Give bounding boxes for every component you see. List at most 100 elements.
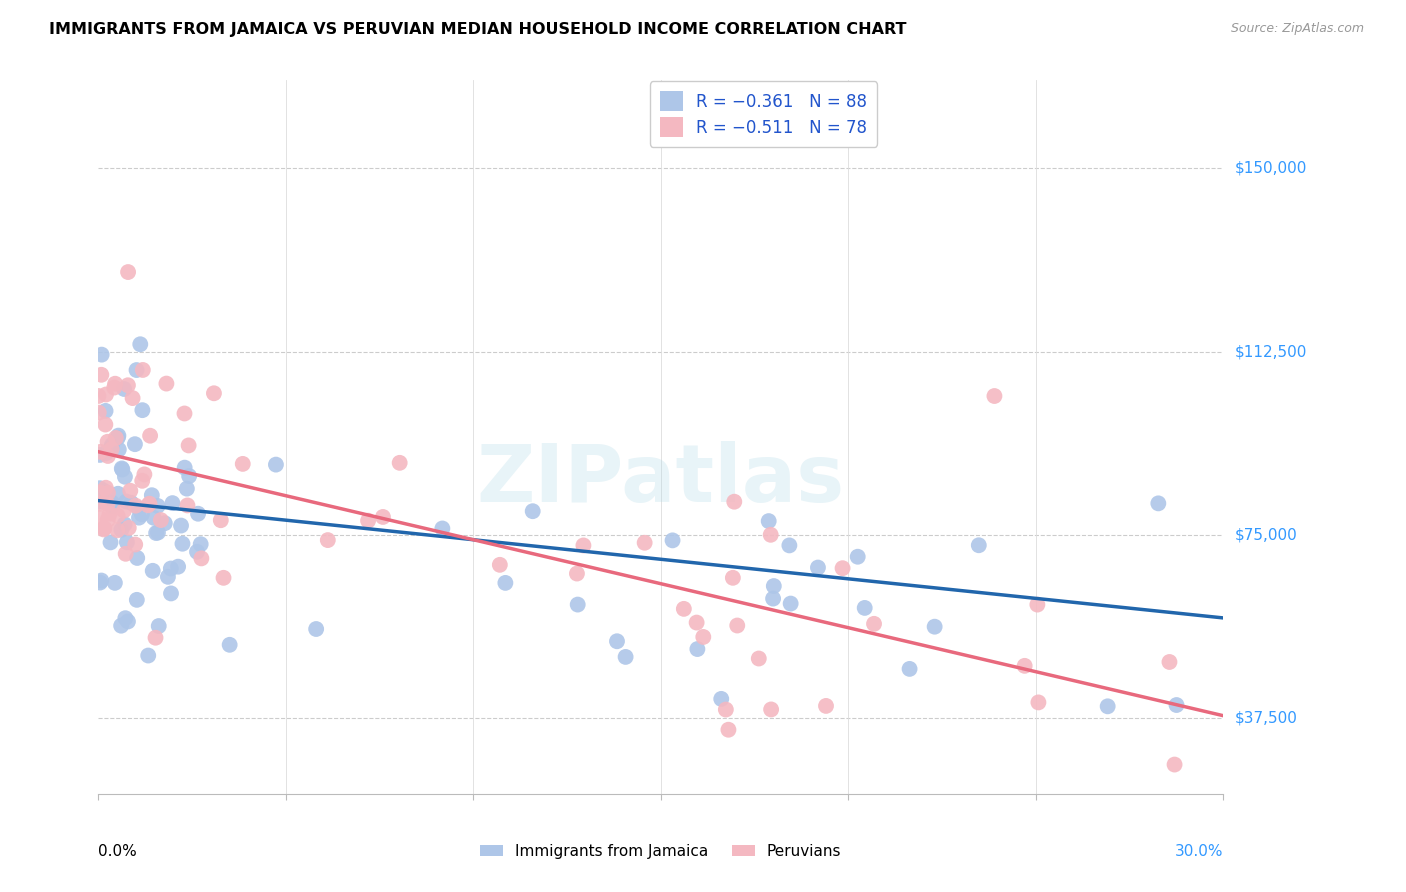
Point	[179, 469, 201, 483]
Point	[187, 507, 209, 521]
Point	[97, 486, 120, 500]
Point	[127, 551, 149, 566]
Text: 0.0%: 0.0%	[98, 844, 138, 859]
Point	[94, 481, 117, 495]
Point	[863, 616, 886, 631]
Legend: Immigrants from Jamaica, Peruvians: Immigrants from Jamaica, Peruvians	[474, 838, 848, 864]
Point	[115, 494, 138, 508]
Point	[748, 651, 770, 665]
Point	[93, 483, 115, 498]
Point	[176, 499, 198, 513]
Point	[94, 404, 117, 418]
Point	[572, 538, 595, 552]
Point	[779, 597, 801, 611]
Point	[172, 537, 194, 551]
Point	[160, 561, 183, 575]
Point	[186, 545, 208, 559]
Point	[305, 622, 328, 636]
Text: $150,000: $150,000	[1234, 161, 1306, 176]
Point	[93, 523, 115, 537]
Point	[110, 523, 132, 537]
Point	[853, 601, 876, 615]
Point	[494, 575, 516, 590]
Point	[117, 615, 139, 629]
Point	[432, 521, 454, 535]
Point	[155, 376, 177, 391]
Point	[117, 265, 139, 279]
Point	[111, 461, 134, 475]
Point	[162, 496, 184, 510]
Point	[686, 642, 709, 657]
Point	[846, 549, 869, 564]
Point	[1159, 655, 1181, 669]
Point	[136, 498, 159, 512]
Point	[100, 535, 122, 549]
Point	[124, 437, 146, 451]
Point	[87, 389, 110, 403]
Point	[132, 363, 155, 377]
Point	[103, 380, 125, 394]
Point	[104, 431, 127, 445]
Point	[633, 535, 655, 549]
Point	[1026, 598, 1049, 612]
Point	[685, 615, 707, 630]
Point	[128, 510, 150, 524]
Point	[149, 513, 172, 527]
Point	[89, 511, 111, 525]
Point	[710, 692, 733, 706]
Point	[778, 538, 800, 552]
Point	[898, 662, 921, 676]
Point	[1166, 698, 1188, 712]
Point	[762, 591, 785, 606]
Point	[160, 586, 183, 600]
Point	[202, 386, 225, 401]
Point	[139, 428, 162, 442]
Point	[173, 460, 195, 475]
Point	[177, 438, 200, 452]
Point	[107, 508, 129, 523]
Point	[232, 457, 254, 471]
Point	[114, 469, 136, 483]
Point	[142, 510, 165, 524]
Point	[89, 445, 111, 459]
Point	[124, 537, 146, 551]
Point	[107, 431, 129, 445]
Point	[114, 611, 136, 625]
Point	[118, 521, 141, 535]
Point	[145, 631, 167, 645]
Point	[145, 526, 167, 541]
Point	[121, 391, 143, 405]
Point	[98, 507, 121, 521]
Point	[1163, 757, 1185, 772]
Point	[94, 387, 117, 401]
Point	[146, 499, 169, 513]
Point	[112, 382, 135, 396]
Point	[264, 458, 287, 472]
Point	[101, 496, 124, 510]
Point	[148, 619, 170, 633]
Point	[190, 551, 212, 566]
Point	[692, 630, 714, 644]
Point	[125, 363, 148, 377]
Point	[156, 570, 179, 584]
Point	[316, 533, 339, 547]
Point	[167, 559, 190, 574]
Point	[924, 620, 946, 634]
Point	[89, 575, 111, 590]
Point	[107, 523, 129, 537]
Text: $112,500: $112,500	[1234, 344, 1306, 359]
Point	[89, 497, 111, 511]
Point	[209, 513, 232, 527]
Point	[114, 547, 136, 561]
Point	[97, 434, 120, 449]
Point	[107, 442, 129, 457]
Point	[100, 442, 122, 457]
Point	[831, 561, 853, 575]
Point	[128, 501, 150, 516]
Point	[714, 702, 737, 716]
Point	[142, 564, 165, 578]
Point	[114, 517, 136, 532]
Point	[721, 571, 744, 585]
Point	[89, 448, 111, 462]
Point	[107, 487, 129, 501]
